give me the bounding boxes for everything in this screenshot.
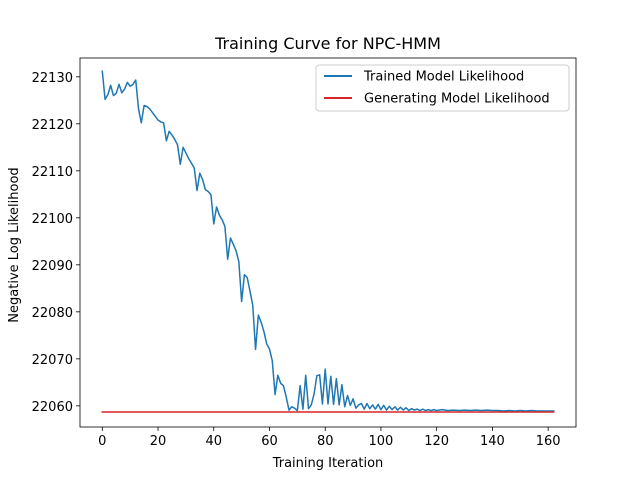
- y-tick-label: 22130: [32, 71, 73, 86]
- y-tick-label: 22110: [32, 165, 73, 180]
- y-tick-label: 22070: [32, 353, 73, 368]
- x-tick-label: 100: [369, 434, 394, 449]
- x-tick-label: 160: [536, 434, 561, 449]
- chart-title: Training Curve for NPC-HMM: [214, 34, 441, 53]
- x-tick-label: 80: [317, 434, 334, 449]
- x-tick-label: 20: [150, 434, 167, 449]
- y-tick-label: 22090: [32, 259, 73, 274]
- plot-area: [101, 70, 555, 413]
- y-axis-label: Negative Log Likelihood: [7, 167, 22, 322]
- x-tick-label: 0: [98, 434, 106, 449]
- y-tick-label: 22100: [32, 212, 73, 227]
- y-tick-label: 22080: [32, 306, 73, 321]
- x-tick-label: 120: [424, 434, 449, 449]
- axes-frame: [79, 57, 577, 428]
- legend-label-trained-model: Trained Model Likelihood: [363, 70, 524, 85]
- legend: Trained Model Likelihood Generating Model…: [315, 64, 570, 112]
- x-tick-label: 140: [480, 434, 505, 449]
- series-line-trained-model: [101, 70, 555, 412]
- axes: 0 20 40 60 80 100 120 140 160 22060 22070 22080 2209…: [32, 57, 577, 449]
- x-axis-label: Training Iteration: [272, 456, 384, 471]
- y-tick-label: 22060: [32, 400, 73, 415]
- x-tick-label: 40: [205, 434, 222, 449]
- x-tick-label: 60: [261, 434, 278, 449]
- legend-frame: [315, 64, 570, 112]
- y-tick-label: 22120: [32, 118, 73, 133]
- legend-label-generating-model: Generating Model Likelihood: [364, 92, 550, 107]
